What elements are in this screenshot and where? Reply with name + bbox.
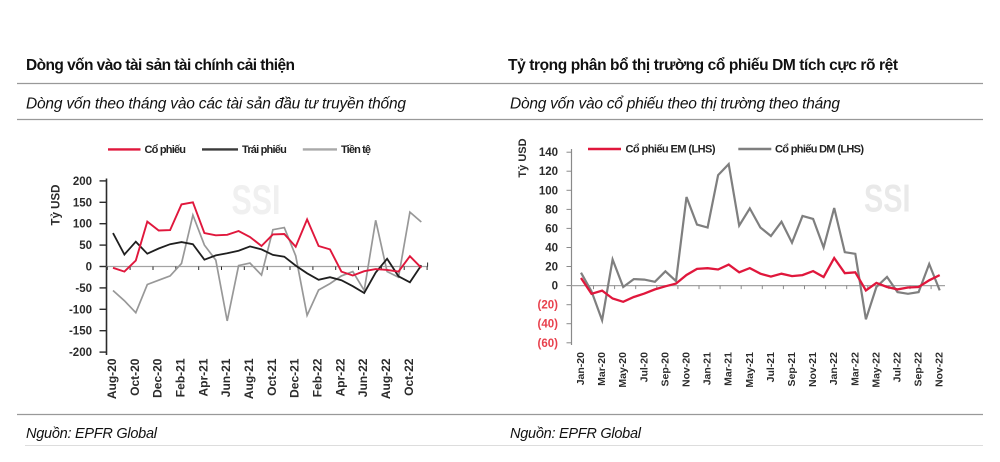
svg-text:(60): (60) [538, 338, 559, 350]
svg-text:Apr-21: Apr-21 [196, 358, 210, 396]
svg-text:Trái phiếu: Trái phiếu [242, 144, 287, 156]
svg-text:Oct-22: Oct-22 [402, 358, 416, 396]
svg-text:Nov-21: Nov-21 [807, 352, 819, 387]
svg-text:Dòng vốn theo tháng vào các tà: Dòng vốn theo tháng vào các tài sản đầu … [26, 96, 406, 113]
svg-text:60: 60 [545, 223, 558, 235]
svg-text:0: 0 [86, 262, 92, 274]
svg-text:Jan-21: Jan-21 [702, 352, 714, 385]
svg-text:Mar-21: Mar-21 [723, 352, 735, 386]
svg-text:Nguồn: EPFR Global: Nguồn: EPFR Global [510, 426, 642, 442]
svg-text:150: 150 [73, 197, 92, 209]
svg-text:Mar-20: Mar-20 [596, 352, 608, 386]
svg-text:40: 40 [545, 243, 558, 255]
svg-text:Cổ phiếu DM (LHS): Cổ phiếu DM (LHS) [775, 144, 864, 156]
svg-text:140: 140 [539, 147, 558, 159]
svg-text:Nov-20: Nov-20 [681, 352, 693, 387]
svg-text:80: 80 [545, 204, 558, 216]
svg-text:Tỷ USD: Tỷ USD [517, 138, 529, 177]
svg-text:May-21: May-21 [744, 352, 756, 388]
svg-text:Tiền tệ: Tiền tệ [341, 144, 371, 156]
svg-text:-100: -100 [69, 304, 92, 316]
svg-text:May-20: May-20 [617, 352, 629, 388]
svg-text:100: 100 [539, 185, 558, 197]
svg-text:0: 0 [552, 281, 558, 293]
svg-text:Feb-22: Feb-22 [311, 358, 325, 397]
svg-text:Dec-20: Dec-20 [151, 358, 165, 398]
svg-text:Dec-21: Dec-21 [288, 358, 302, 398]
svg-text:-200: -200 [69, 347, 92, 359]
svg-text:Jul-21: Jul-21 [765, 352, 777, 383]
svg-text:Nov-22: Nov-22 [934, 352, 946, 387]
svg-text:(20): (20) [538, 300, 559, 312]
svg-text:Sep-21: Sep-21 [786, 352, 798, 387]
svg-text:Dòng vốn vào cổ phiếu theo thị: Dòng vốn vào cổ phiếu theo thị trường th… [510, 96, 840, 113]
svg-text:Cổ phiếu EM (LHS): Cổ phiếu EM (LHS) [626, 144, 716, 156]
svg-text:Nguồn: EPFR Global: Nguồn: EPFR Global [26, 426, 158, 442]
svg-text:May-22: May-22 [870, 352, 882, 388]
svg-text:SSI: SSI [232, 176, 281, 223]
svg-text:100: 100 [73, 219, 92, 231]
svg-text:Jun-21: Jun-21 [219, 358, 233, 397]
svg-text:Aug-22: Aug-22 [379, 358, 393, 399]
svg-text:(40): (40) [538, 319, 559, 331]
svg-text:Tỷ trọng phân bổ thị trường cổ: Tỷ trọng phân bổ thị trường cổ phiếu DM … [508, 57, 898, 74]
svg-text:50: 50 [79, 240, 92, 252]
svg-text:120: 120 [539, 166, 558, 178]
svg-text:Tỷ USD: Tỷ USD [51, 185, 63, 226]
svg-text:-50: -50 [75, 283, 92, 295]
svg-text:Sep-22: Sep-22 [913, 352, 925, 387]
svg-text:200: 200 [73, 176, 92, 188]
svg-text:Aug-20: Aug-20 [105, 358, 119, 399]
svg-text:Aug-21: Aug-21 [242, 358, 256, 399]
svg-text:Oct-20: Oct-20 [128, 358, 142, 396]
svg-text:Oct-21: Oct-21 [265, 358, 279, 396]
svg-text:Mar-22: Mar-22 [849, 352, 861, 386]
svg-text:20: 20 [545, 262, 558, 274]
svg-text:Jul-20: Jul-20 [638, 352, 650, 383]
svg-text:Jul-22: Jul-22 [892, 352, 904, 383]
svg-text:Feb-21: Feb-21 [174, 358, 188, 397]
svg-text:Jan-20: Jan-20 [575, 352, 587, 385]
svg-text:SSI: SSI [864, 178, 911, 221]
svg-text:Jun-22: Jun-22 [356, 358, 370, 397]
svg-text:Cổ phiếu: Cổ phiếu [145, 144, 187, 156]
svg-text:Dòng vốn vào tài sản tài chính: Dòng vốn vào tài sản tài chính cải thiện [26, 57, 295, 74]
svg-text:Sep-20: Sep-20 [659, 352, 671, 387]
svg-text:Jan-22: Jan-22 [828, 352, 840, 385]
svg-text:Apr-22: Apr-22 [333, 358, 347, 396]
svg-text:-150: -150 [69, 326, 92, 338]
